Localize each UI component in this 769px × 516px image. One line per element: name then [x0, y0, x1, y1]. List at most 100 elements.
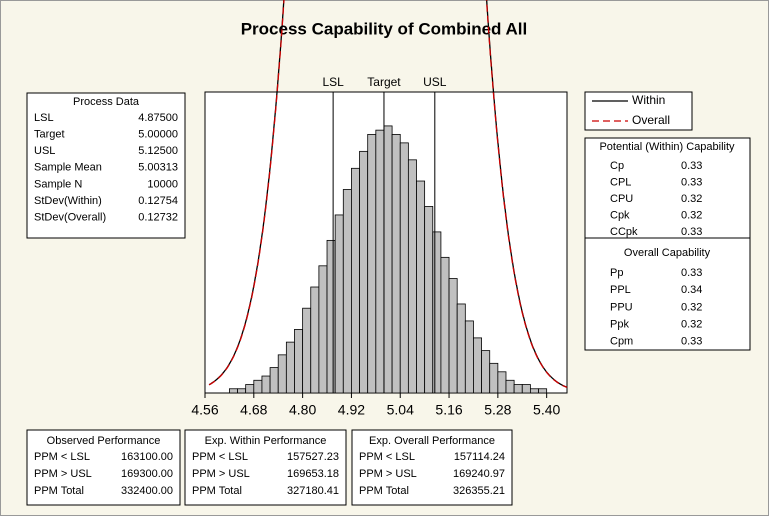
bar — [521, 384, 531, 394]
process-data-label: Sample Mean — [34, 162, 102, 174]
bar — [448, 278, 458, 394]
capability-box — [584, 137, 751, 351]
bar — [505, 379, 515, 394]
process-data-label: StDev(Overall) — [34, 212, 106, 224]
performance-value: 163100.00 — [121, 451, 173, 463]
bar — [481, 350, 491, 394]
bar — [351, 167, 360, 394]
bar — [237, 388, 247, 394]
bar — [424, 206, 434, 394]
bar — [318, 265, 328, 394]
bar — [432, 231, 442, 394]
bar — [310, 286, 320, 394]
bar — [359, 150, 369, 394]
chart-title: Process Capability of Combined All — [241, 19, 528, 38]
potential-label: Cpk — [610, 209, 630, 221]
bar — [383, 125, 393, 394]
potential-value: 0.33 — [681, 160, 702, 172]
process-data-label: Sample N — [34, 178, 82, 190]
bar — [497, 371, 507, 394]
process-data-label: Target — [34, 129, 65, 141]
potential-value: 0.33 — [681, 226, 702, 238]
process-data-value: 4.87500 — [138, 112, 178, 124]
bar — [342, 189, 352, 394]
bar — [261, 375, 271, 394]
performance-value: 326355.21 — [453, 485, 505, 497]
potential-value: 0.32 — [681, 209, 702, 221]
overall-label: PPU — [610, 301, 633, 313]
bar — [489, 362, 499, 394]
bar — [229, 388, 238, 394]
potential-title: Potential (Within) Capability — [599, 141, 735, 153]
bar — [464, 320, 474, 394]
overall-value: 0.33 — [681, 336, 702, 348]
process-data-value: 0.12754 — [138, 195, 178, 207]
performance-label: PPM < LSL — [192, 451, 248, 463]
bar — [302, 307, 312, 394]
performance-label: PPM > USL — [359, 468, 417, 480]
performance-label: PPM Total — [359, 485, 409, 497]
process-data-value: 0.12732 — [138, 212, 178, 224]
bar — [326, 239, 336, 394]
overall-value: 0.32 — [681, 319, 702, 331]
process-data-title: Process Data — [73, 96, 140, 108]
potential-value: 0.32 — [681, 193, 702, 205]
process-data-value: 5.00000 — [138, 129, 178, 141]
x-tick-label: 4.80 — [289, 402, 316, 418]
potential-label: CPU — [610, 193, 633, 205]
performance-box — [26, 429, 181, 506]
performance-label: PPM Total — [34, 485, 84, 497]
bar — [473, 337, 482, 394]
legend-label: Overall — [632, 113, 670, 127]
bar — [245, 384, 255, 394]
performance-title: Exp. Overall Performance — [369, 435, 495, 447]
process-data-label: LSL — [34, 112, 54, 124]
overall-label: Ppk — [610, 319, 629, 331]
potential-label: Cp — [610, 160, 624, 172]
fit-curve — [208, 0, 568, 388]
bar — [277, 354, 287, 394]
bar — [399, 142, 409, 394]
overall-label: Cpm — [610, 336, 633, 348]
bar — [513, 384, 523, 394]
performance-label: PPM Total — [192, 485, 242, 497]
spec-label: USL — [423, 75, 447, 89]
performance-title: Exp. Within Performance — [205, 435, 327, 447]
overall-value: 0.34 — [681, 284, 702, 296]
bar — [367, 133, 377, 394]
performance-value: 157114.24 — [454, 451, 505, 463]
bar — [407, 159, 417, 394]
bar — [456, 303, 466, 394]
overall-value: 0.33 — [681, 267, 702, 279]
process-data-label: StDev(Within) — [34, 195, 102, 207]
spec-label: LSL — [322, 75, 344, 89]
performance-label: PPM < LSL — [34, 451, 90, 463]
performance-box — [351, 429, 513, 506]
performance-label: PPM > USL — [192, 468, 250, 480]
performance-value: 169240.97 — [453, 468, 505, 480]
bar — [334, 214, 344, 394]
potential-value: 0.33 — [681, 176, 702, 188]
x-tick-label: 5.28 — [484, 402, 511, 418]
bar — [375, 129, 385, 394]
bar — [294, 329, 304, 394]
x-tick-label: 4.56 — [191, 402, 218, 418]
bar — [529, 388, 539, 394]
bar — [285, 341, 295, 394]
bar — [269, 367, 279, 394]
performance-label: PPM > USL — [34, 468, 92, 480]
x-tick-label: 5.04 — [387, 402, 414, 418]
performance-title: Observed Performance — [47, 435, 161, 447]
overall-label: Pp — [610, 267, 623, 279]
performance-value: 332400.00 — [121, 485, 173, 497]
overall-label: PPL — [610, 284, 631, 296]
x-tick-label: 4.92 — [338, 402, 365, 418]
legend-label: Within — [632, 93, 665, 107]
potential-label: CCpk — [610, 226, 638, 238]
bar — [416, 180, 426, 394]
process-data-label: USL — [34, 145, 55, 157]
performance-value: 169653.18 — [287, 468, 339, 480]
overall-title: Overall Capability — [624, 247, 711, 259]
bar — [538, 388, 548, 394]
performance-box — [184, 429, 347, 506]
